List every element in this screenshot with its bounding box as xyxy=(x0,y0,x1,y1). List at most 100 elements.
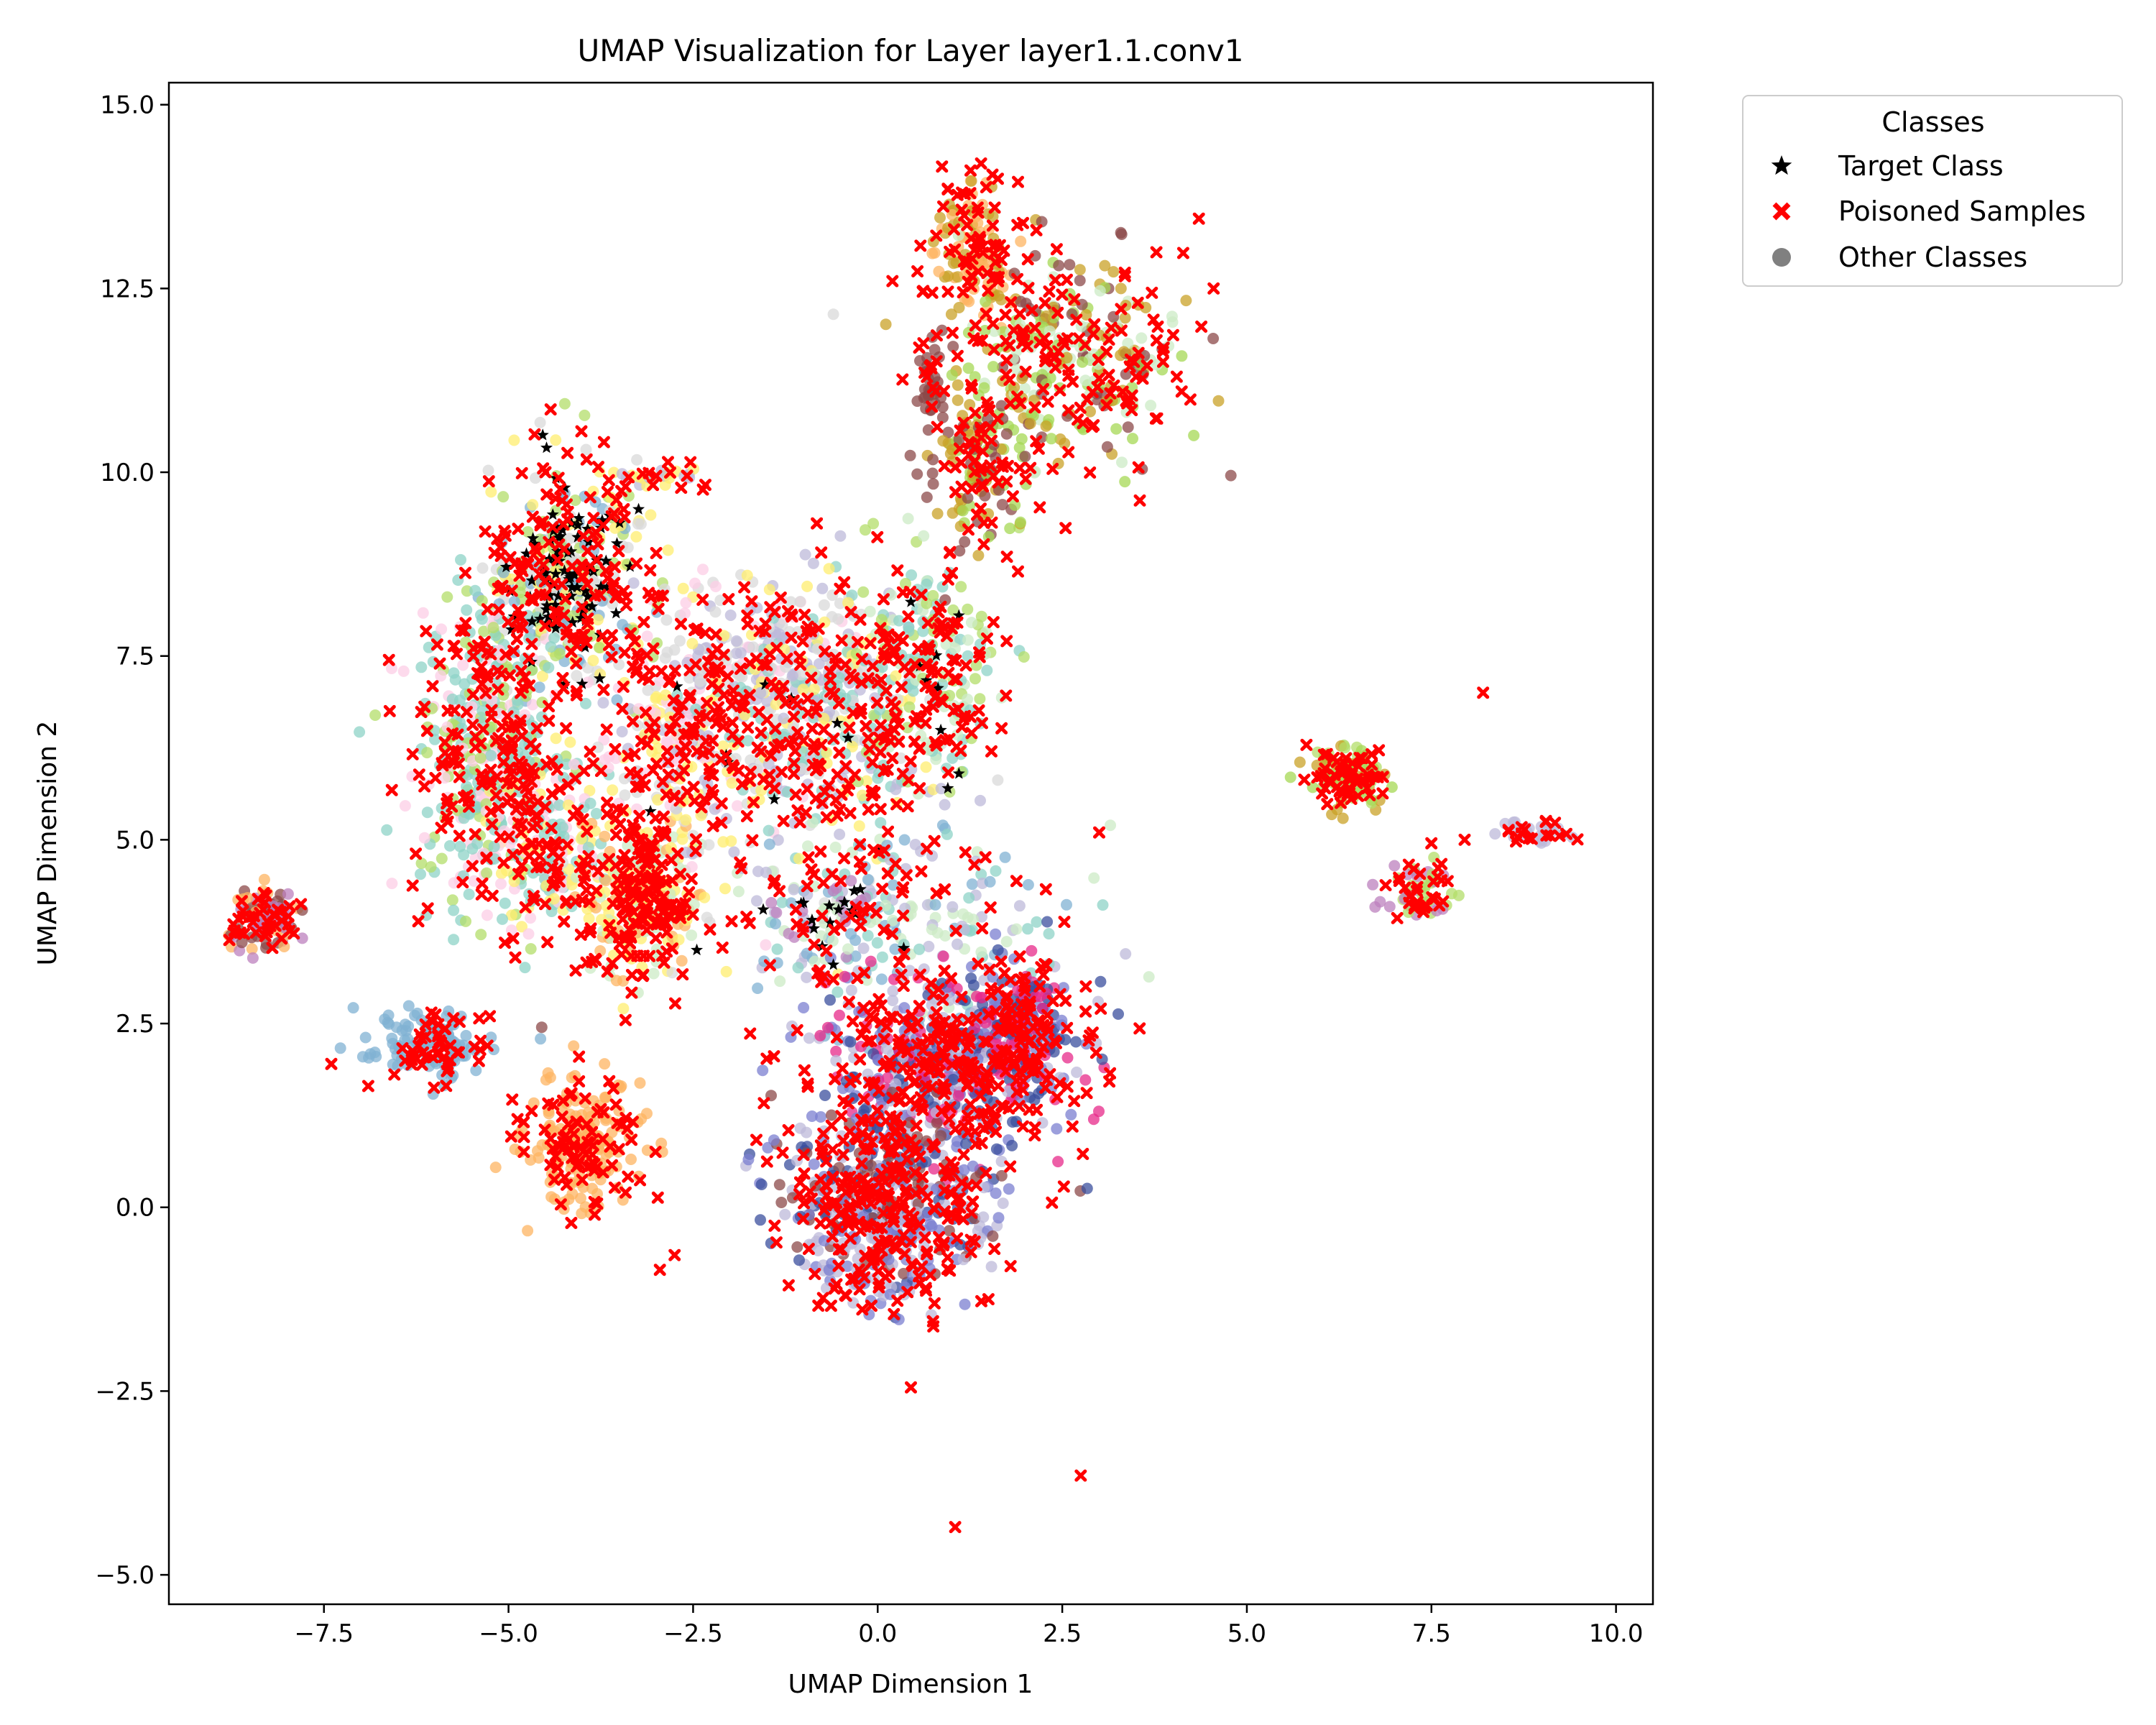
other-class-point xyxy=(1099,259,1111,272)
target-class-point xyxy=(579,640,591,653)
other-class-point xyxy=(497,913,508,925)
poisoned-sample-point xyxy=(799,806,812,819)
poisoned-sample-point xyxy=(581,612,594,625)
poisoned-sample-point xyxy=(921,617,934,630)
poisoned-sample-point xyxy=(902,610,915,623)
other-class-point xyxy=(957,505,969,517)
poisoned-sample-point xyxy=(904,755,917,768)
poisoned-sample-point xyxy=(844,806,857,819)
other-class-point xyxy=(1016,372,1028,385)
other-class-point xyxy=(1087,1113,1100,1126)
poisoned-sample-point xyxy=(504,551,517,564)
other-class-point xyxy=(746,629,757,641)
other-class-point xyxy=(1031,916,1043,928)
target-class-point xyxy=(848,884,861,896)
poisoned-sample-point xyxy=(561,838,574,851)
other-class-point xyxy=(458,849,470,861)
other-class-point xyxy=(997,361,1009,373)
poisoned-sample-point xyxy=(546,879,559,892)
other-class-point xyxy=(584,797,596,809)
other-class-point xyxy=(814,1029,826,1041)
other-class-point xyxy=(674,635,686,647)
other-class-point xyxy=(775,1197,788,1208)
other-class-point xyxy=(666,967,678,979)
target-class-point xyxy=(581,523,594,535)
poisoned-sample-point xyxy=(954,745,967,758)
other-class-point xyxy=(792,962,804,974)
other-class-point xyxy=(904,449,916,461)
poisoned-sample-point xyxy=(630,557,643,570)
poisoned-sample-point xyxy=(669,997,681,1010)
target-class-point xyxy=(930,648,943,661)
poisoned-sample-point xyxy=(921,659,934,672)
other-class-point xyxy=(1015,516,1026,528)
other-class-point xyxy=(857,586,870,598)
other-class-point xyxy=(890,783,902,796)
other-class-point xyxy=(982,530,995,543)
other-class-point xyxy=(929,344,941,356)
poisoned-sample-point xyxy=(709,628,722,641)
poisoned-sample-point xyxy=(769,680,782,693)
other-class-point xyxy=(506,909,517,921)
other-class-point xyxy=(1326,809,1338,821)
other-class-point xyxy=(995,400,1008,412)
other-class-point xyxy=(934,211,946,224)
poisoned-sample-point xyxy=(501,777,513,789)
other-class-point xyxy=(421,806,433,819)
other-class-point xyxy=(679,607,691,620)
other-class-point xyxy=(1051,1123,1063,1135)
poisoned-sample-point xyxy=(637,949,650,962)
poisoned-sample-point xyxy=(658,810,670,823)
poisoned-sample-point xyxy=(452,758,465,770)
poisoned-sample-point xyxy=(616,702,629,715)
other-class-point xyxy=(1116,456,1128,469)
other-class-point xyxy=(516,921,528,933)
poisoned-sample-point xyxy=(619,929,632,942)
other-class-point xyxy=(793,852,805,865)
poisoned-sample-point xyxy=(995,722,1008,735)
other-class-point xyxy=(962,603,974,615)
poisoned-sample-point xyxy=(854,613,867,626)
poisoned-sample-point xyxy=(430,638,443,651)
other-class-point xyxy=(689,577,701,589)
other-class-point xyxy=(921,579,933,590)
poisoned-sample-point xyxy=(946,653,959,666)
other-class-point xyxy=(382,1016,394,1029)
other-class-point xyxy=(774,975,786,988)
poisoned-sample-point xyxy=(581,578,594,591)
other-class-point xyxy=(895,752,907,764)
poisoned-sample-point xyxy=(548,577,561,590)
other-class-point xyxy=(648,967,660,980)
other-class-point xyxy=(1023,280,1035,291)
other-class-point xyxy=(580,443,592,456)
other-class-point xyxy=(1180,295,1192,307)
poisoned-sample-point xyxy=(522,652,535,665)
other-class-point xyxy=(296,932,308,944)
poisoned-sample-point xyxy=(715,816,728,829)
poisoned-sample-point xyxy=(788,745,801,758)
other-class-point xyxy=(898,834,911,846)
other-class-point xyxy=(461,781,472,793)
other-class-point xyxy=(959,1298,971,1310)
poisoned-sample-point xyxy=(637,616,650,628)
poisoned-sample-point xyxy=(538,575,551,588)
poisoned-sample-point xyxy=(876,883,889,896)
other-class-point xyxy=(386,663,397,674)
poisoned-sample-point xyxy=(819,645,831,658)
poisoned-sample-point xyxy=(586,528,599,541)
other-class-point xyxy=(1010,923,1023,935)
poisoned-sample-point xyxy=(558,915,571,928)
other-class-point xyxy=(1000,936,1013,948)
poisoned-sample-point xyxy=(476,877,489,890)
other-class-point xyxy=(1000,428,1013,440)
other-class-point xyxy=(607,784,619,796)
other-class-point xyxy=(525,943,537,955)
poisoned-sample-point xyxy=(507,932,520,945)
other-class-point xyxy=(1122,421,1134,433)
poisoned-sample-point xyxy=(541,936,554,949)
poisoned-sample-point xyxy=(605,629,618,642)
target-class-point xyxy=(536,428,549,441)
target-class-point xyxy=(931,681,944,694)
other-class-point xyxy=(354,726,366,738)
poisoned-sample-point xyxy=(556,672,569,684)
